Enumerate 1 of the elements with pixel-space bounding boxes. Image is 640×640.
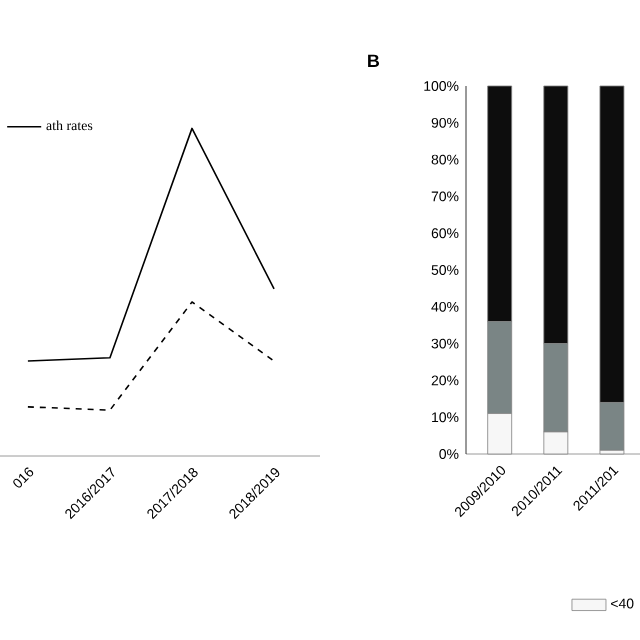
chart-title: B	[368, 54, 380, 67]
